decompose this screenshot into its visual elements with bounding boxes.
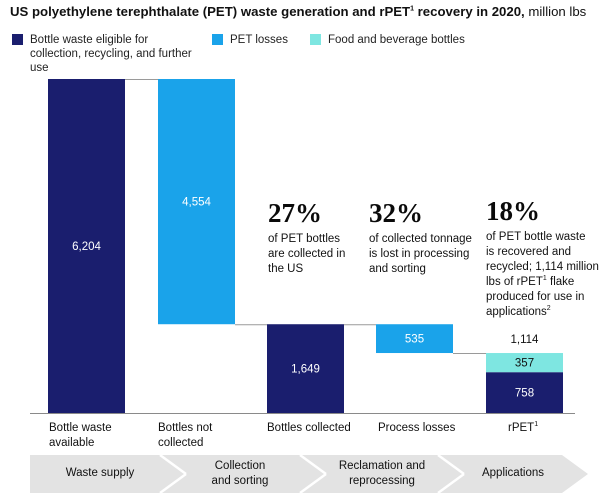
stat-collected: 27% of PET bottles are collected in the US bbox=[268, 198, 345, 277]
legend-swatch-blue bbox=[212, 34, 223, 45]
stat-recovered-text: of PET bottle waste is recovered and rec… bbox=[486, 231, 599, 318]
stage-collection-sorting: Collection and sorting bbox=[211, 460, 269, 487]
legend-item-pet-losses: PET losses bbox=[212, 33, 288, 47]
bar-label-rpet1-4: 758 bbox=[515, 388, 534, 400]
stage-waste-supply: Waste supply bbox=[65, 467, 135, 479]
stat-process-loss: 32% of collected tonnage is lost in proce… bbox=[369, 198, 472, 277]
bar-rpet1-5 bbox=[486, 353, 563, 373]
axis-label-rpet: rPET1 bbox=[508, 421, 539, 434]
bar-bottles-collected-2 bbox=[267, 324, 344, 413]
stage-arrow-1 bbox=[30, 455, 186, 493]
stage-reclamation: Reclamation and reprocessing bbox=[338, 460, 426, 487]
legend-label-pet-losses: PET losses bbox=[230, 34, 288, 46]
stat-collected-value: 27% bbox=[268, 198, 322, 228]
title-bold: US polyethylene terephthalate (PET) wast… bbox=[10, 4, 411, 19]
stat-recovered-value: 18% bbox=[486, 196, 540, 226]
total-label-rpet1: 1,114 bbox=[511, 334, 540, 346]
bar-label-bottle-waste-available-0: 6,204 bbox=[72, 241, 101, 253]
stat-process-loss-text: of collected tonnage is lost in processin… bbox=[369, 233, 472, 275]
bar-process-losses-3 bbox=[376, 324, 453, 354]
title-sup: 1 bbox=[410, 5, 415, 13]
bar-label-rpet1-5: 357 bbox=[515, 358, 534, 370]
legend-label-bottle-waste: Bottle waste eligible for collection, re… bbox=[30, 34, 192, 74]
axis-label-not-collected: Bottles not collected bbox=[158, 422, 213, 449]
axis-label-collected: Bottles collected bbox=[267, 422, 351, 434]
bar-label-bottles-not-collected-1: 4,554 bbox=[182, 197, 211, 209]
bar-bottles-not-collected-1 bbox=[158, 79, 235, 325]
title-unit: million lbs bbox=[524, 4, 587, 19]
stat-process-loss-value: 32% bbox=[369, 198, 423, 228]
stage-applications: Applications bbox=[481, 467, 544, 479]
bar-label-process-losses-3: 535 bbox=[405, 334, 424, 346]
stage-arrow-4 bbox=[436, 455, 588, 493]
bar-rpet1-4 bbox=[486, 372, 563, 413]
legend-swatch-navy bbox=[12, 34, 23, 45]
legend-item-food-beverage: Food and beverage bottles bbox=[310, 33, 465, 47]
legend-label-food-beverage: Food and beverage bottles bbox=[328, 34, 465, 46]
stage-arrow-3 bbox=[298, 455, 464, 493]
legend-swatch-teal bbox=[310, 34, 321, 45]
stage-arrow-2 bbox=[158, 455, 326, 493]
stat-collected-text: of PET bottles are collected in the US bbox=[268, 233, 346, 275]
bar-label-bottles-collected-2: 1,649 bbox=[291, 364, 320, 376]
bar-bottle-waste-available-0 bbox=[48, 79, 125, 413]
axis-label-process-losses: Process losses bbox=[378, 422, 456, 434]
chart-title: US polyethylene terephthalate (PET) wast… bbox=[10, 4, 595, 19]
stat-recovered: 18% of PET bottle waste is recovered and… bbox=[486, 196, 599, 320]
title-bold-after: recovery in 2020, bbox=[414, 4, 525, 19]
legend-item-bottle-waste: Bottle waste eligible for collection, re… bbox=[12, 33, 200, 75]
axis-label-bottle-waste: Bottle waste available bbox=[49, 422, 112, 449]
